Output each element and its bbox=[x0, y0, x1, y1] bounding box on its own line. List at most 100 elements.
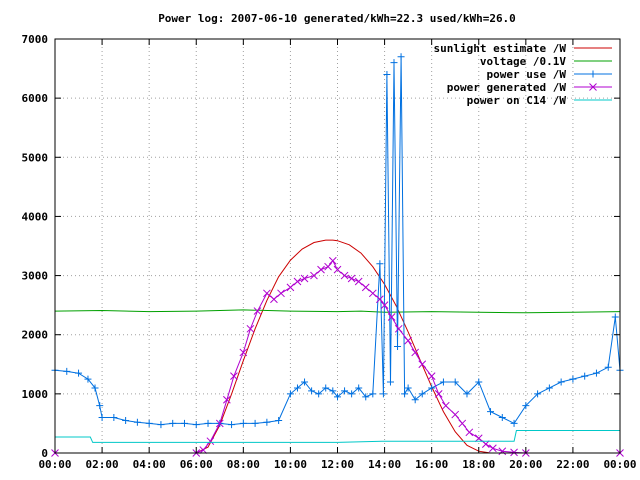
x-tick-label: 10:00 bbox=[274, 458, 307, 471]
data-point-power-use-w bbox=[390, 59, 398, 67]
data-point-power-generated-w bbox=[481, 440, 490, 448]
series-line-power-generated-w bbox=[55, 259, 620, 454]
data-point-power-use-w bbox=[122, 416, 130, 424]
data-point-power-use-w bbox=[397, 53, 405, 61]
data-point-power-generated-w bbox=[340, 271, 349, 280]
data-point-power-use-w bbox=[84, 375, 92, 383]
data-point-power-use-w bbox=[301, 378, 309, 386]
y-tick-label: 2000 bbox=[22, 329, 49, 342]
data-point-power-generated-w bbox=[441, 401, 450, 410]
data-point-power-generated-w bbox=[434, 390, 443, 398]
data-point-power-generated-w bbox=[498, 447, 507, 456]
data-point-power-generated-w bbox=[230, 372, 238, 380]
data-point-power-generated-w bbox=[270, 295, 278, 304]
data-point-power-generated-w bbox=[427, 372, 436, 380]
data-point-power-generated-w bbox=[317, 265, 325, 274]
data-point-power-use-w bbox=[418, 390, 426, 398]
grid bbox=[55, 39, 620, 453]
data-point-power-generated-w bbox=[354, 277, 363, 286]
data-point-power-use-w bbox=[275, 416, 283, 424]
data-point-power-use-w bbox=[451, 378, 459, 386]
data-point-power-use-w bbox=[263, 418, 271, 426]
data-point-power-generated-w bbox=[387, 313, 396, 321]
axes: 0 1000 2000 3000 4000 5000 6000 7000 00:00 02:00 0… bbox=[22, 33, 637, 471]
data-point-power-generated-w bbox=[510, 448, 518, 457]
legend-label-power-use-w: power use /W bbox=[487, 68, 567, 81]
data-point-power-use-w bbox=[91, 384, 99, 392]
data-point-power-use-w bbox=[341, 387, 349, 395]
data-point-power-use-w bbox=[386, 378, 394, 386]
y-tick-label: 6000 bbox=[22, 92, 49, 105]
data-point-power-use-w bbox=[145, 419, 153, 427]
data-point-power-use-w bbox=[348, 390, 356, 398]
data-point-power-use-w bbox=[133, 418, 141, 426]
data-point-power-use-w bbox=[204, 419, 212, 427]
data-point-power-generated-w bbox=[324, 262, 332, 271]
data-point-power-use-w bbox=[228, 421, 236, 429]
data-point-power-generated-w bbox=[368, 289, 377, 298]
x-tick-label: 00:00 bbox=[38, 458, 71, 471]
data-point-power-generated-w bbox=[246, 324, 255, 333]
data-point-power-use-w bbox=[315, 390, 323, 398]
data-point-power-generated-w bbox=[376, 295, 384, 304]
data-point-power-generated-w bbox=[333, 265, 342, 274]
data-point-power-generated-w bbox=[277, 289, 285, 298]
x-tick-label: 04:00 bbox=[133, 458, 166, 471]
data-point-power-use-w bbox=[463, 390, 471, 398]
series-voltage-0-1v bbox=[54, 309, 621, 314]
data-point-power-use-w bbox=[286, 390, 294, 398]
data-point-power-use-w bbox=[376, 260, 384, 268]
data-point-power-use-w bbox=[293, 384, 301, 392]
data-point-power-use-w bbox=[522, 402, 530, 410]
series-line-power-on-c14-w bbox=[55, 430, 620, 443]
x-tick-label: 22:00 bbox=[556, 458, 589, 471]
legend-label-power-on-c14-w: power on C14 /W bbox=[467, 94, 567, 107]
data-point-power-use-w bbox=[604, 363, 612, 371]
data-point-power-generated-w bbox=[394, 324, 403, 333]
data-point-power-generated-w bbox=[215, 419, 224, 428]
data-point-power-use-w bbox=[329, 387, 337, 395]
data-point-power-use-w bbox=[308, 387, 316, 395]
data-point-power-use-w bbox=[96, 402, 104, 410]
data-point-power-use-w bbox=[404, 384, 412, 392]
data-point-power-use-w bbox=[394, 343, 402, 351]
data-point-power-use-w bbox=[581, 372, 589, 380]
data-point-power-use-w bbox=[355, 384, 363, 392]
data-point-power-generated-w bbox=[418, 360, 427, 369]
data-point-power-generated-w bbox=[347, 274, 356, 283]
data-point-power-generated-w bbox=[199, 446, 208, 454]
data-point-power-use-w bbox=[411, 396, 419, 404]
data-point-power-generated-w bbox=[253, 307, 262, 315]
data-point-power-use-w bbox=[169, 419, 177, 427]
data-point-power-use-w bbox=[192, 421, 200, 429]
x-tick-label: 18:00 bbox=[462, 458, 495, 471]
x-tick-label: 00:00 bbox=[603, 458, 636, 471]
data-point-power-use-w bbox=[180, 419, 188, 427]
legend-label-power-generated-w: power generated /W bbox=[447, 81, 567, 94]
x-tick-label: 16:00 bbox=[415, 458, 448, 471]
series-power-on-c14-w bbox=[55, 430, 620, 443]
data-point-power-generated-w bbox=[263, 289, 271, 298]
series-group bbox=[51, 53, 624, 457]
data-point-power-use-w bbox=[63, 367, 71, 375]
series-line-voltage-0-1v bbox=[54, 309, 621, 314]
data-point-power-use-w bbox=[475, 378, 483, 386]
series-sunlight-estimate-w bbox=[55, 239, 620, 454]
data-point-power-generated-w bbox=[310, 271, 318, 280]
series-line-power-use-w bbox=[54, 56, 621, 426]
data-point-power-use-w bbox=[487, 408, 495, 416]
data-point-power-use-w bbox=[510, 419, 518, 427]
data-point-power-use-w bbox=[592, 369, 600, 377]
data-point-power-generated-w bbox=[293, 277, 302, 286]
data-point-power-use-w bbox=[569, 375, 577, 383]
data-point-power-generated-w bbox=[300, 274, 309, 283]
data-point-power-generated-w bbox=[474, 434, 483, 443]
chart-title: Power log: 2007-06-10 generated/kWh=22.3… bbox=[158, 12, 516, 25]
data-point-power-use-w bbox=[401, 390, 409, 398]
data-point-power-generated-w bbox=[206, 437, 215, 446]
data-point-power-use-w bbox=[362, 393, 370, 401]
series-line-sunlight-estimate-w bbox=[55, 239, 620, 454]
data-point-power-generated-w bbox=[458, 419, 467, 428]
